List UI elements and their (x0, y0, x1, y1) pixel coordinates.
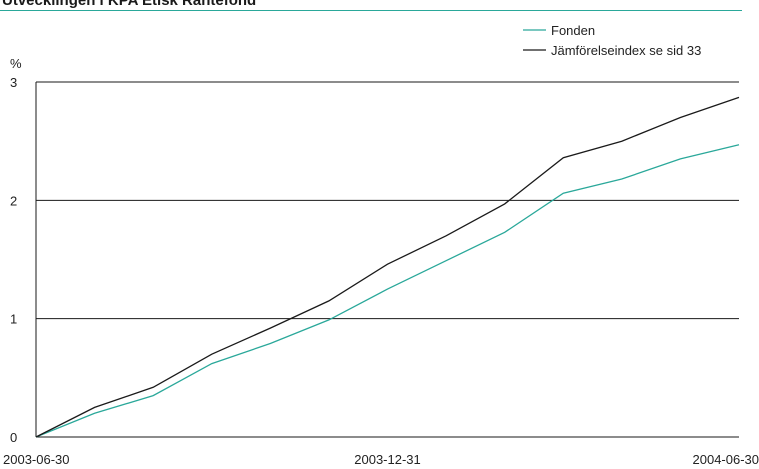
y-tick-label-1: 1 (10, 312, 17, 327)
series-lines (35, 96, 740, 438)
y-tick-label-3: 3 (10, 75, 17, 90)
series-line-jamforelseindex (35, 96, 740, 438)
series-line-fonden (35, 144, 740, 438)
x-tick-label-2004-06-30: 2004-06-30 (693, 452, 759, 467)
y-tick-label-0: 0 (10, 430, 17, 445)
y-tick-label-2: 2 (10, 193, 17, 208)
x-tick-label-2003-06-30: 2003-06-30 (3, 452, 70, 467)
y-axis-label: % (10, 56, 22, 71)
chart-title: Utvecklingen i KPA Etisk Räntefond (2, 0, 257, 9)
legend: Fonden Jämförelseindex se sid 33 (523, 23, 701, 58)
y-tick-labels: 0 1 2 3 (10, 75, 17, 445)
x-tick-labels: 2003-06-30 2003-12-31 2004-06-30 (3, 452, 759, 467)
legend-label: Jämförelseindex se sid 33 (551, 43, 701, 58)
title-divider (0, 10, 742, 11)
legend-label: Fonden (551, 23, 595, 38)
axes (35, 82, 739, 438)
x-tick-label-2003-12-31: 2003-12-31 (354, 452, 421, 467)
grid-lines (36, 81, 739, 438)
